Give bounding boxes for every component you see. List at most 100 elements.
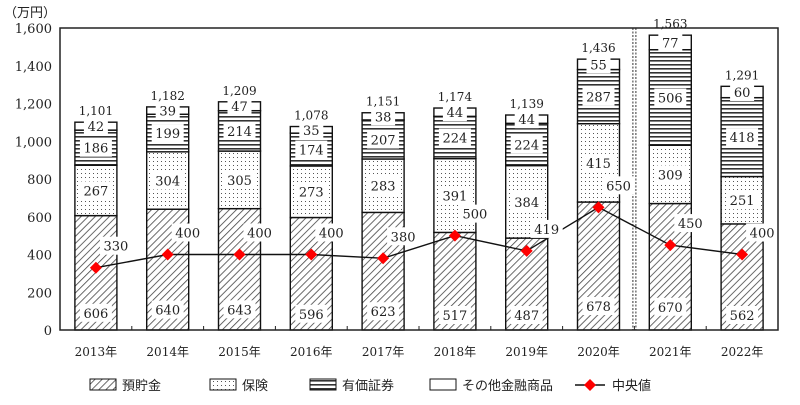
data-label: 287 xyxy=(586,91,611,106)
data-label: 506 xyxy=(658,91,683,106)
median-label: 380 xyxy=(391,230,416,245)
data-label-bg xyxy=(730,82,755,101)
data-label-bg xyxy=(79,138,112,157)
y-axis: 0 200 400 600 800 1,000 1,200 1,400 1,600 xyxy=(15,22,52,339)
data-label: 596 xyxy=(299,308,324,323)
data-label: 39 xyxy=(159,105,176,120)
median-label: 400 xyxy=(319,227,344,242)
y-unit-label: （万円） xyxy=(4,6,56,21)
data-label-bg xyxy=(438,306,471,324)
legend-label: 中央値 xyxy=(612,378,651,394)
y-tick-label: 800 xyxy=(27,173,52,188)
data-label-bg xyxy=(227,97,252,116)
x-tick-label: 2013年 xyxy=(75,345,118,359)
median-label: 650 xyxy=(606,179,631,194)
data-label-bg xyxy=(79,303,112,322)
median-marker xyxy=(592,201,605,214)
median-label: 400 xyxy=(175,227,200,242)
x-axis: 2013年 2014年 2015年 2016年 2017年 2018年 2019年 2020年… xyxy=(75,326,764,359)
median-label-bg xyxy=(458,204,491,223)
data-label: 55 xyxy=(590,58,607,73)
median-label: 419 xyxy=(534,223,559,238)
data-label-bg xyxy=(155,101,180,120)
data-label: 309 xyxy=(658,168,683,183)
legend-swatch xyxy=(209,378,237,391)
data-label: 42 xyxy=(88,120,105,135)
data-label-bg xyxy=(654,165,687,184)
data-label: 517 xyxy=(442,309,467,324)
median-label-bg xyxy=(746,223,779,242)
median-label: 330 xyxy=(103,240,128,255)
data-label: 606 xyxy=(83,307,108,322)
data-label: 304 xyxy=(155,175,180,190)
x-tick-label: 2014年 xyxy=(146,345,189,359)
data-label: 391 xyxy=(442,190,467,205)
legend-swatch xyxy=(89,378,117,391)
data-label-bg xyxy=(726,128,759,147)
data-label-bg xyxy=(654,88,687,107)
total-label: 1,563 xyxy=(653,17,687,31)
data-label-bg xyxy=(510,192,543,211)
data-label-bg xyxy=(510,306,543,324)
data-label: 640 xyxy=(155,304,180,319)
median-label-bg xyxy=(99,236,132,255)
legend-swatch xyxy=(429,378,457,391)
median-marker xyxy=(736,248,749,261)
median-label: 450 xyxy=(678,217,703,232)
y-tick-label: 1,200 xyxy=(15,98,52,113)
data-label-bg xyxy=(442,103,467,122)
data-label: 44 xyxy=(518,113,535,128)
data-label-bg xyxy=(654,297,687,316)
data-label: 267 xyxy=(83,184,108,199)
total-label: 1,078 xyxy=(294,109,328,123)
data-label-bg xyxy=(582,87,615,106)
median-marker xyxy=(233,248,246,261)
data-label: 47 xyxy=(231,100,248,115)
y-tick-label: 1,000 xyxy=(15,135,52,150)
data-label-bg xyxy=(582,153,615,172)
y-tick-label: 600 xyxy=(27,211,52,226)
x-tick-label: 2016年 xyxy=(290,345,333,359)
x-tick-label: 2020年 xyxy=(577,345,620,359)
data-label: 207 xyxy=(371,133,396,148)
total-label: 1,182 xyxy=(151,89,185,103)
data-label: 623 xyxy=(371,305,396,320)
median-line: 330 400 400 400 380 500 419 650 450 400 xyxy=(89,176,779,274)
data-label-bg xyxy=(367,302,400,321)
data-label: 60 xyxy=(734,86,751,101)
data-label: 186 xyxy=(83,142,108,157)
legend-label: 有価証券 xyxy=(342,378,394,394)
median-label-bg xyxy=(602,176,635,195)
data-label-bg xyxy=(367,130,400,149)
y-tick-label: 0 xyxy=(44,324,52,339)
data-label: 678 xyxy=(586,300,611,315)
x-tick-label: 2017年 xyxy=(362,345,405,359)
data-label: 418 xyxy=(730,131,755,146)
legend-label: 預貯金 xyxy=(122,378,161,394)
median-label: 400 xyxy=(750,227,775,242)
x-tick-label: 2022年 xyxy=(721,345,764,359)
data-label: 305 xyxy=(227,174,252,189)
data-label: 251 xyxy=(730,194,755,209)
data-label-bg xyxy=(438,186,471,205)
data-label-bg xyxy=(726,306,759,324)
data-label: 38 xyxy=(375,110,392,125)
y-tick-label: 1,600 xyxy=(15,22,52,37)
bars: 606 267 186 42 1,101 640 304 199 39 1,182 643 305 21… xyxy=(74,17,764,331)
total-label: 1,209 xyxy=(222,84,256,98)
data-label-bg xyxy=(79,181,112,200)
data-label-bg xyxy=(295,304,328,323)
data-label-bg xyxy=(438,128,471,147)
x-tick-label: 2019年 xyxy=(505,345,548,359)
data-label-bg xyxy=(151,124,184,143)
data-label-bg xyxy=(658,33,683,52)
legend-marker xyxy=(584,379,596,391)
median-marker xyxy=(161,248,174,261)
total-label: 1,291 xyxy=(725,68,759,82)
median-label-bg xyxy=(530,219,563,238)
data-label: 273 xyxy=(299,186,324,201)
data-label-bg xyxy=(582,297,615,316)
x-tick-label: 2018年 xyxy=(434,345,477,359)
data-label: 224 xyxy=(442,131,467,146)
data-label-bg xyxy=(295,182,328,201)
